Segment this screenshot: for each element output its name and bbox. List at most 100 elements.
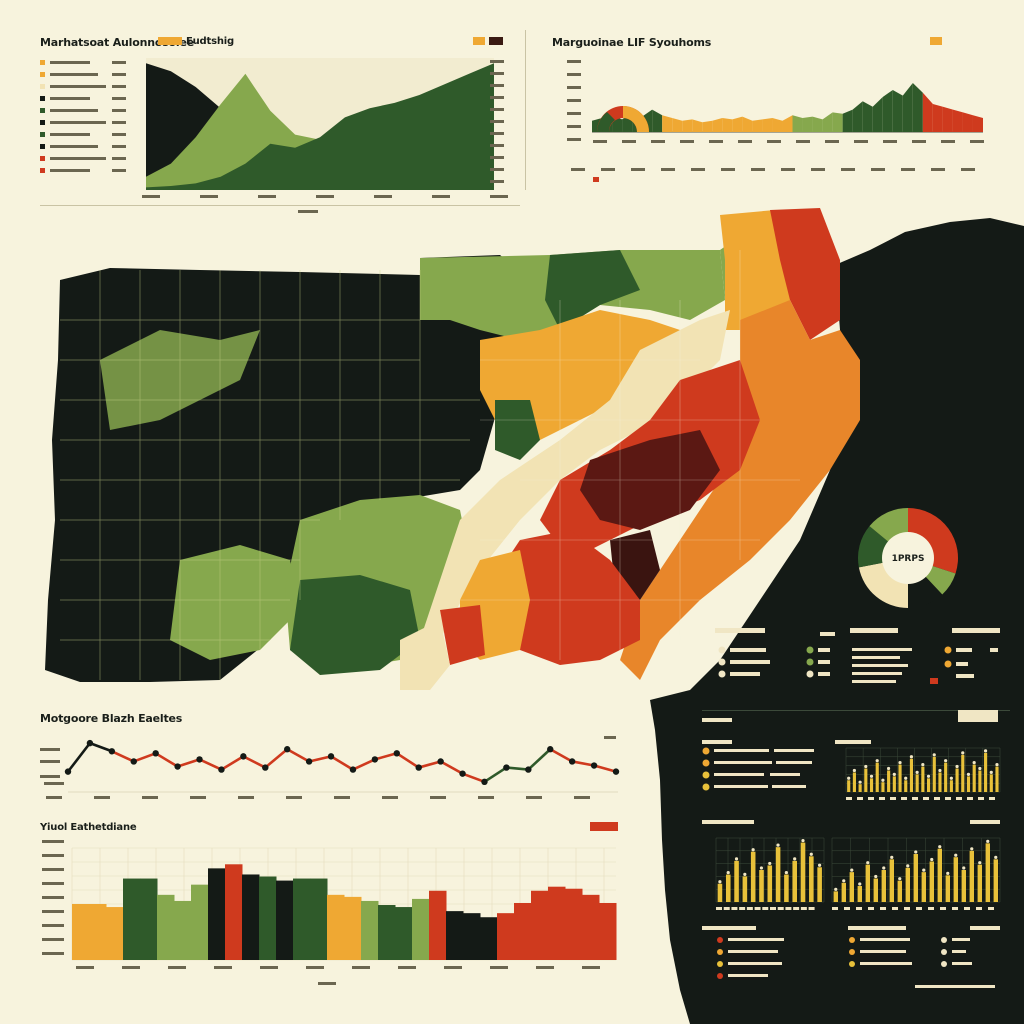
dkBars2-dot-4 (751, 848, 755, 852)
strip-segment-32 (912, 83, 923, 132)
bar-6 (174, 900, 192, 960)
strip-xtick-11 (912, 140, 926, 143)
dkBars2-dot-8 (784, 870, 788, 875)
map-cream-south (400, 620, 450, 690)
strip-segment-25 (842, 109, 853, 132)
dkBars1-dot-6 (881, 778, 885, 782)
dkBars2-xtick-6 (762, 907, 769, 910)
bar-26 (514, 902, 532, 960)
dark-legend-block-3 (944, 628, 1000, 678)
map-yellow-ne (720, 210, 790, 330)
dkBars2-dot-9 (793, 857, 797, 861)
dkBars2-dot-12 (817, 863, 822, 867)
dkBars3-bar-7 (889, 859, 894, 902)
area-ytick-7 (112, 145, 126, 148)
map-green-dark-central (290, 575, 420, 675)
line-point-15 (393, 750, 400, 757)
area-legend-swatch-5 (40, 120, 45, 125)
bar-25 (497, 913, 515, 960)
dkBars3-dot-9 (906, 864, 910, 868)
line-xtick-5 (286, 796, 302, 799)
line-segment-14 (374, 752, 398, 761)
line-segment-19 (483, 766, 508, 783)
dkBars1-xtick-3 (879, 797, 885, 800)
line-point-7 (218, 766, 225, 773)
dark-bars-bottom-left (715, 837, 825, 910)
strip-xtick2-7 (781, 168, 795, 171)
bar-xtick-4 (260, 966, 278, 969)
strip-ytick-3 (567, 99, 581, 102)
area-ytick-right-1 (490, 72, 504, 75)
dkBars2-xtick-0 (716, 907, 722, 910)
map-cream-band (400, 310, 730, 690)
line-segment-16 (418, 760, 441, 769)
dkBars1-dot-12 (915, 770, 919, 774)
dkBars2-xtick-9 (785, 907, 792, 910)
area-xtick-3 (316, 195, 334, 198)
area-ytick-6 (112, 133, 126, 136)
map-red-south (500, 530, 640, 665)
strip-segment-9 (682, 119, 693, 132)
bar-xtick-6 (352, 966, 370, 969)
dkBars1-dot-21 (966, 772, 971, 776)
line-point-8 (240, 753, 247, 760)
line-segment-1 (89, 741, 113, 753)
strip-segment-24 (832, 112, 843, 132)
bar-9 (225, 864, 243, 960)
area-ytick-4 (112, 109, 126, 112)
line-point-4 (152, 750, 159, 757)
bar-xtick-10 (536, 966, 554, 969)
dkBars1-xtick-7 (923, 797, 929, 800)
bar-10 (242, 874, 260, 960)
dkBars3-dot-20 (994, 855, 998, 859)
dkBars3-bar-4 (865, 864, 870, 902)
strip-segment-28 (872, 97, 883, 132)
strip-xtick-13 (970, 140, 984, 143)
strip-ytick-0 (567, 60, 581, 63)
dkBars2-xtick-1 (723, 907, 730, 910)
dkBars2-bar-5 (759, 870, 764, 902)
bar-28 (548, 886, 566, 960)
map-green-north-dark (545, 250, 640, 330)
dkBars3-bar-6 (881, 870, 886, 902)
dkBars1-dot-18 (949, 776, 953, 780)
area-legend-text-9 (50, 169, 90, 172)
dkBars3-dot-18 (978, 861, 982, 865)
dkBars3-dot-6 (882, 866, 886, 870)
line-segment-18 (462, 772, 485, 784)
dkBars1-dot-23 (978, 766, 982, 771)
strip-xtick-4 (709, 140, 723, 143)
strip-xtick-10 (883, 140, 897, 143)
dkBars1-bar-9 (898, 764, 902, 792)
dkBars3-xtick-7 (916, 907, 922, 910)
area-legend-swatch-9 (40, 168, 45, 173)
strip-segment-36 (952, 109, 963, 132)
dkBars3-bar-2 (849, 872, 854, 902)
bar-12 (276, 880, 294, 960)
dkBars3-dot-14 (946, 871, 950, 875)
line-xtick-4 (238, 796, 254, 799)
dark-bars-bottom-right (831, 837, 1001, 910)
dkBars1-bar-25 (989, 774, 993, 792)
bar-ytick-4 (42, 896, 64, 899)
line-point-2 (108, 748, 116, 755)
line-point-6 (196, 756, 203, 763)
dkBars2-bar-10 (800, 842, 806, 902)
dark-legend-list (702, 740, 814, 791)
dkBars1-bar-0 (847, 780, 851, 792)
strip-xtick-7 (796, 140, 810, 143)
dkBars3-xtick-5 (892, 907, 898, 910)
dkBars3-dot-1 (842, 879, 846, 883)
dkBars1-dot-20 (961, 751, 965, 755)
dkBars1-bar-24 (984, 752, 988, 792)
dkBars1-xtick-11 (967, 797, 973, 800)
dkBars3-dot-3 (858, 882, 862, 886)
bar-7 (191, 884, 209, 960)
dkBars3-bar-5 (873, 878, 878, 902)
strip-segment-8 (672, 118, 683, 132)
bar-3 (123, 878, 141, 960)
line-segment-15 (396, 752, 420, 769)
dkBars1-dot-26 (995, 762, 999, 767)
dkBars3-xtick-0 (832, 907, 838, 910)
